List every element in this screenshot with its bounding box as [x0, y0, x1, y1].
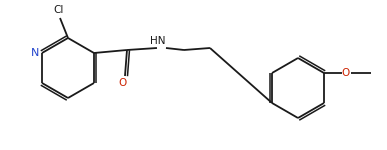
Text: HN: HN — [150, 36, 166, 46]
Text: O: O — [342, 68, 350, 78]
Text: O: O — [119, 78, 127, 88]
Text: Cl: Cl — [54, 5, 64, 15]
Text: N: N — [31, 48, 39, 58]
